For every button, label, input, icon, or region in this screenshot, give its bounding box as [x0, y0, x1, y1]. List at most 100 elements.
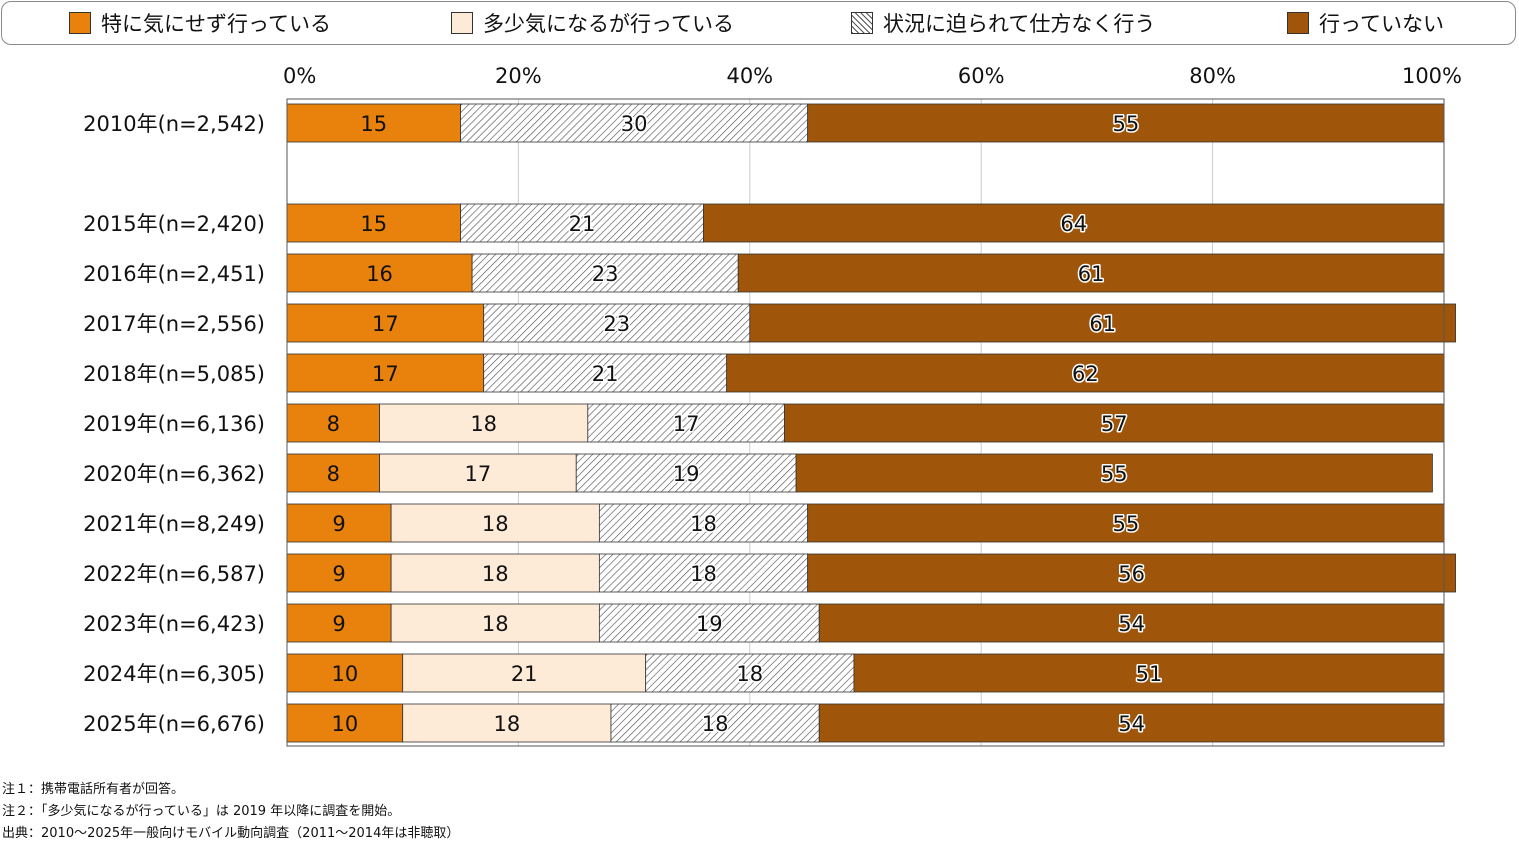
legend-label-s4: 行っていない — [1319, 12, 1444, 36]
data-label: 19 — [673, 462, 700, 486]
data-label: 9 — [332, 512, 345, 536]
data-label: 18 — [482, 512, 509, 536]
bar-segment-s4 — [784, 403, 1445, 443]
x-tick-label: 20% — [495, 64, 542, 88]
data-label: 62 — [1072, 362, 1099, 386]
data-label: 23 — [603, 312, 630, 336]
data-label: 55 — [1112, 512, 1139, 536]
legend-item-s3: 状況に迫られて仕方なく行う — [851, 11, 1156, 36]
data-label: 21 — [569, 212, 596, 236]
data-label: 64 — [1060, 212, 1087, 236]
data-label: 17 — [372, 362, 399, 386]
x-tick-label: 0% — [283, 64, 316, 88]
data-label: 10 — [331, 662, 358, 686]
legend-item-s1: 特に気にせず行っている — [69, 11, 331, 36]
data-label: 21 — [511, 662, 538, 686]
bar-segment-s1 — [286, 203, 461, 243]
category-label: 2016年(n=2,451) — [83, 262, 265, 286]
bar-segment-s3 — [483, 303, 751, 343]
data-label: 18 — [470, 412, 497, 436]
data-label: 17 — [673, 412, 700, 436]
data-label: 15 — [360, 112, 387, 136]
data-label: 8 — [327, 462, 340, 486]
bar-segment-s3 — [483, 353, 728, 393]
stacked-bar-chart: 2010年(n=2,542) 15 30 55 2015年(n=2,420) 15 21 64… — [83, 64, 1462, 747]
bar-segment-s4 — [818, 703, 1445, 743]
category-label: 2019年(n=6,136) — [83, 412, 265, 436]
bar-segment-s4 — [807, 553, 1456, 593]
chart-notes: 注１：携帯電話所有者が回答。 注２：「多少気になるが行っている」は 2019 年… — [2, 779, 459, 845]
note-2: 注２：「多少気になるが行っている」は 2019 年以降に調査を開始。 — [2, 804, 401, 819]
category-label: 2023年(n=6,423) — [83, 612, 265, 636]
data-label: 56 — [1118, 562, 1145, 586]
category-label: 2021年(n=8,249) — [83, 512, 265, 536]
category-label: 2017年(n=2,556) — [83, 312, 265, 336]
legend-swatch-s1 — [69, 12, 91, 34]
legend-item-s2: 多少気になるが行っている — [451, 11, 734, 36]
bar-segment-s2 — [402, 703, 612, 743]
data-label: 18 — [482, 562, 509, 586]
data-label: 10 — [331, 712, 358, 736]
bar-segment-s3 — [598, 503, 809, 543]
legend-swatch-s3 — [851, 12, 873, 34]
data-label: 18 — [493, 712, 520, 736]
x-tick-label: 60% — [958, 64, 1005, 88]
category-label: 2022年(n=6,587) — [83, 562, 265, 586]
legend-swatch-s2 — [451, 12, 473, 34]
category-label: 2015年(n=2,420) — [83, 212, 265, 236]
legend-item-s4: 行っていない — [1287, 11, 1444, 36]
source-note: 出典：2010～2025年一般向けモバイル動向調査（2011～2014年は非聴取… — [2, 826, 460, 841]
category-label: 2010年(n=2,542) — [83, 112, 265, 136]
category-label: 2024年(n=6,305) — [83, 662, 265, 686]
bar-segment-s2 — [390, 553, 600, 593]
bar-segment-s2 — [402, 653, 647, 693]
data-label: 18 — [736, 662, 763, 686]
legend-label-s2: 多少気になるが行っている — [483, 12, 734, 36]
bar-segment-s4 — [737, 253, 1445, 293]
data-label: 19 — [696, 612, 723, 636]
bar-segment-s1 — [286, 603, 392, 643]
bar-segment-s4 — [818, 603, 1445, 643]
data-label: 21 — [592, 362, 619, 386]
data-label: 17 — [372, 312, 399, 336]
bar-segment-s3 — [460, 103, 809, 143]
category-label: 2025年(n=6,676) — [83, 712, 265, 736]
data-label: 57 — [1101, 412, 1128, 436]
category-label: 2018年(n=5,085) — [83, 362, 265, 386]
bar-segment-s4 — [853, 653, 1445, 693]
legend-label-s3: 状況に迫られて仕方なく行う — [883, 12, 1156, 36]
legend-swatch-s4 — [1287, 12, 1309, 34]
data-label: 9 — [332, 562, 345, 586]
data-label: 15 — [360, 212, 387, 236]
data-label: 55 — [1112, 112, 1139, 136]
bar-segment-s2 — [390, 503, 600, 543]
note-1: 注１：携帯電話所有者が回答。 — [2, 782, 185, 797]
bar-segment-s1 — [286, 253, 473, 293]
data-label: 18 — [690, 562, 717, 586]
data-label: 23 — [592, 262, 619, 286]
data-label: 16 — [366, 262, 393, 286]
category-label: 2020年(n=6,362) — [83, 462, 265, 486]
x-tick-label: 80% — [1189, 64, 1236, 88]
bar-segment-s4 — [807, 103, 1445, 143]
data-label: 55 — [1101, 462, 1128, 486]
data-label: 18 — [702, 712, 729, 736]
x-tick-label: 40% — [726, 64, 773, 88]
data-label: 9 — [332, 612, 345, 636]
data-label: 8 — [327, 412, 340, 436]
bar-segment-s3 — [460, 203, 704, 243]
data-label: 54 — [1118, 612, 1145, 636]
plot-frame — [286, 98, 1445, 747]
bar-segment-s3 — [645, 653, 855, 693]
data-label: 51 — [1136, 662, 1163, 686]
data-label: 18 — [690, 512, 717, 536]
bar-segment-s1 — [286, 553, 392, 593]
data-label: 18 — [482, 612, 509, 636]
data-label: 61 — [1078, 262, 1105, 286]
data-label: 54 — [1118, 712, 1145, 736]
bar-segment-s1 — [286, 503, 392, 543]
bar-segment-s3 — [471, 253, 739, 293]
bar-segment-s4 — [703, 203, 1445, 243]
bar-segment-s3 — [598, 603, 820, 643]
x-tick-label: 100% — [1402, 64, 1462, 88]
